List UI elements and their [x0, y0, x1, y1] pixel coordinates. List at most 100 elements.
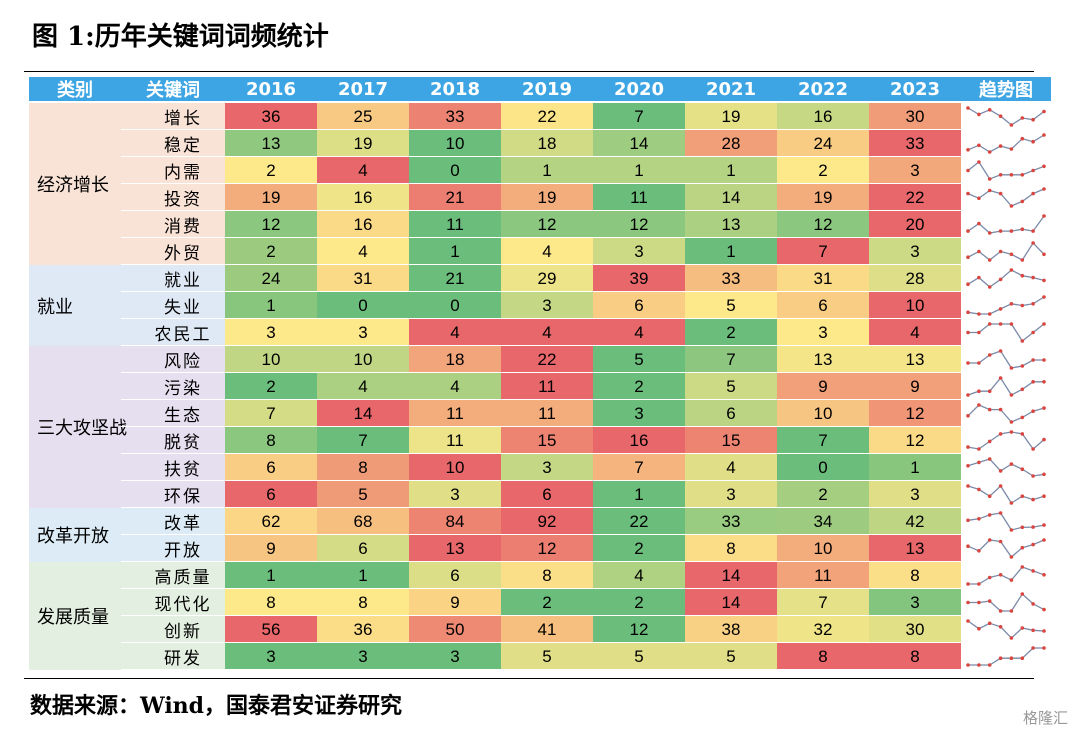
- sparkline-point: [1031, 330, 1035, 335]
- sparkline-point: [1031, 191, 1035, 196]
- sparkline-point: [1020, 545, 1025, 550]
- sparkline-point: [1042, 322, 1046, 326]
- sparkline-point: [1042, 278, 1046, 283]
- keyword-label: 风险: [164, 352, 202, 372]
- heatmap-cell: 1: [685, 157, 777, 184]
- heatmap-cell: 3: [593, 400, 685, 427]
- keyword-label: 增长: [164, 109, 202, 129]
- keyword-label: 内需: [164, 163, 202, 183]
- heatmap-cell: 6: [409, 562, 501, 589]
- sparkline-point: [998, 376, 1003, 380]
- heatmap-cell: 12: [593, 211, 685, 238]
- heatmap-cell: 3: [869, 157, 961, 184]
- heatmap-cell: 16: [777, 103, 869, 130]
- heatmap-cell: 3: [409, 481, 501, 508]
- heatmap-cell: 16: [317, 184, 409, 211]
- sparkline-path: [967, 539, 1045, 558]
- heatmap-cell: 1: [317, 562, 409, 589]
- sparkline-path: [967, 241, 1045, 261]
- sparkline-point: [987, 457, 992, 461]
- trend-sparkline: [965, 105, 1047, 128]
- sparkline-point: [1042, 646, 1046, 650]
- keyword-label: 就业: [164, 271, 202, 291]
- sparkline-point: [1042, 629, 1046, 633]
- trend-sparkline: [965, 618, 1047, 641]
- heatmap-cell: 22: [593, 508, 685, 535]
- sparkline-point: [987, 231, 992, 235]
- heatmap-cell: 4: [409, 319, 501, 346]
- heatmap-cell: 12: [225, 211, 317, 238]
- sparkline-path: [967, 431, 1045, 450]
- sparkline-point: [1020, 415, 1025, 420]
- trend-sparkline: [965, 510, 1047, 533]
- sparkline-point: [1009, 229, 1014, 233]
- sparkline-point: [1031, 241, 1035, 245]
- sparkline-point: [966, 414, 970, 418]
- sparkline-point: [1031, 302, 1035, 306]
- sparkline-point: [998, 322, 1003, 326]
- sparkline-point: [998, 229, 1003, 233]
- heatmap-cell: 22: [501, 346, 593, 373]
- heatmap-cell: 32: [777, 616, 869, 643]
- trend-sparkline: [965, 564, 1047, 587]
- trend-sparkline: [965, 456, 1047, 479]
- sparkline-path: [967, 404, 1045, 423]
- heatmap-cell: 31: [317, 265, 409, 292]
- heatmap-cell: 1: [409, 238, 501, 265]
- heatmap-cell: 9: [225, 535, 317, 562]
- heatmap-cell: 18: [409, 346, 501, 373]
- sparkline-point: [1009, 366, 1014, 370]
- heatmap-cell: 0: [409, 292, 501, 319]
- sparkline-point: [998, 432, 1003, 436]
- sparkline-point: [966, 663, 970, 667]
- sparkline-point: [1031, 229, 1035, 233]
- trend-sparkline: [965, 132, 1047, 155]
- heatmap-cell: 14: [593, 130, 685, 157]
- sparkline-point: [1042, 358, 1046, 362]
- heatmap-cell: 1: [501, 157, 593, 184]
- header-category: 类别: [29, 77, 121, 101]
- sparkline-point: [977, 403, 981, 407]
- sparkline-point: [1042, 538, 1046, 542]
- heatmap-cell: 5: [317, 481, 409, 508]
- sparkline-point: [998, 114, 1003, 118]
- trend-sparkline: [965, 645, 1047, 668]
- sparkline-point: [1009, 578, 1014, 582]
- sparkline-point: [998, 469, 1003, 473]
- trend-sparkline: [965, 186, 1047, 209]
- sparkline-point: [1009, 555, 1014, 559]
- sparkline-point: [1009, 204, 1014, 208]
- heatmap-cell: 19: [225, 184, 317, 211]
- heatmap-cell: 13: [869, 535, 961, 562]
- sparkline-point: [1009, 462, 1014, 466]
- row-separator: [121, 669, 1051, 670]
- sparkline-point: [1031, 628, 1035, 633]
- keyword-label: 消费: [164, 217, 202, 237]
- sparkline-point: [987, 322, 992, 326]
- sparkline-point: [987, 108, 992, 112]
- trend-sparkline: [965, 348, 1047, 371]
- sparkline-point: [1009, 528, 1014, 532]
- heatmap-cell: 38: [685, 616, 777, 643]
- sparkline-point: [1009, 302, 1014, 306]
- row-separator: [121, 291, 1051, 292]
- heatmap-cell: 33: [685, 265, 777, 292]
- trend-sparkline: [965, 537, 1047, 560]
- heatmap-cell: 11: [593, 184, 685, 211]
- heatmap-cell: 19: [501, 184, 593, 211]
- heatmap-cell: 11: [409, 400, 501, 427]
- trend-sparkline: [965, 402, 1047, 425]
- heatmap-cell: 22: [869, 184, 961, 211]
- header-trend: 趋势图: [961, 77, 1051, 101]
- sparkline-point: [966, 255, 970, 259]
- heatmap-cell: 4: [317, 238, 409, 265]
- sparkline-point: [987, 538, 992, 542]
- heatmap-cell: 1: [225, 562, 317, 589]
- trend-sparkline: [965, 294, 1047, 317]
- sparkline-point: [1009, 123, 1014, 127]
- sparkline-path: [967, 215, 1045, 234]
- row-separator: [121, 129, 1051, 130]
- header-year: 2016: [225, 77, 317, 101]
- sparkline-point: [998, 173, 1003, 177]
- heatmap-cell: 1: [225, 292, 317, 319]
